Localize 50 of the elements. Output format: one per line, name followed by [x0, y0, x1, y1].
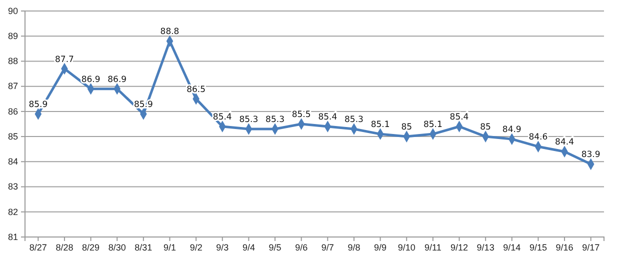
y-tick-label: 82: [8, 206, 18, 217]
x-tick-label: 8/30: [108, 242, 126, 252]
y-tick-label: 81: [8, 232, 18, 242]
data-label: 88.8: [160, 27, 180, 38]
x-tick-label: 9/13: [476, 242, 494, 252]
x-tick-label: 9/5: [268, 242, 282, 252]
x-tick-label: 8/28: [56, 242, 74, 252]
data-label: 85.1: [423, 120, 442, 130]
x-tick-label: 9/17: [582, 242, 600, 252]
data-label: 85.4: [450, 112, 469, 123]
x-tick-label: 9/12: [450, 242, 468, 252]
data-label: 85.4: [318, 112, 338, 123]
x-tick-label: 9/11: [424, 242, 442, 252]
x-tick-label: 8/29: [82, 242, 100, 252]
y-tick-label: 90: [8, 6, 18, 16]
x-tick-label: 9/3: [216, 242, 229, 252]
x-tick-label: 9/15: [529, 242, 547, 252]
y-tick-label: 84: [8, 156, 18, 167]
data-label: 84.9: [502, 125, 522, 136]
data-label: 84.4: [555, 138, 574, 148]
x-tick-label: 8/31: [134, 242, 152, 252]
data-label: 86.9: [81, 74, 100, 85]
x-tick-label: 9/2: [190, 242, 202, 252]
y-tick-label: 88: [8, 56, 18, 66]
data-label: 85.5: [292, 110, 311, 120]
data-label: 85.3: [266, 115, 284, 126]
x-tick-label: 9/16: [556, 242, 574, 252]
data-label: 85.3: [239, 115, 258, 126]
data-label: 85.1: [370, 120, 390, 130]
x-tick-label: 9/6: [295, 242, 308, 252]
y-tick-label: 83: [8, 182, 18, 192]
x-tick-label: 9/9: [374, 242, 387, 252]
data-label: 85: [480, 122, 491, 133]
x-tick-label: 9/8: [348, 242, 360, 252]
x-tick-label: 9/1: [163, 242, 176, 252]
x-tick-label: 9/7: [321, 242, 334, 252]
data-label: 84.6: [528, 132, 548, 143]
x-tick-label: 9/4: [242, 242, 255, 252]
data-label: 85.3: [344, 115, 364, 126]
data-label: 87.7: [55, 54, 74, 65]
x-tick-label: 9/10: [398, 242, 416, 252]
x-tick-label: 9/14: [503, 242, 521, 252]
y-tick-label: 89: [8, 30, 18, 41]
y-tick-label: 86: [8, 106, 18, 116]
data-label: 83.9: [581, 150, 600, 160]
y-tick-label: 87: [8, 81, 18, 92]
data-label: 85: [401, 122, 412, 133]
data-label: 86.9: [108, 74, 127, 85]
y-tick-label: 85: [8, 131, 18, 142]
x-tick-label: 8/27: [29, 242, 47, 252]
